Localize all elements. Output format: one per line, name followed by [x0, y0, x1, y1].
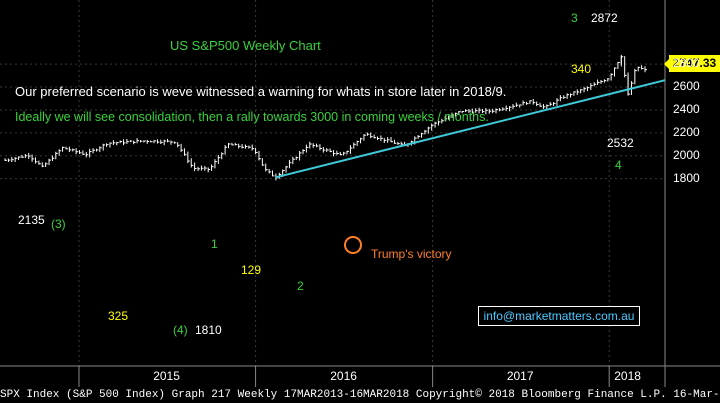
annotation-low-1810: 1810: [195, 323, 222, 337]
annotation-label-129: 129: [241, 263, 262, 277]
annotation-wave-3-paren: (3): [51, 217, 66, 231]
x-year-2017: 2017: [506, 369, 534, 383]
bloomberg-footer: SPX Index (S&P 500 Index) Graph 217 Week…: [0, 387, 720, 403]
annotation-low-2532: 2532: [607, 136, 634, 150]
annotation-wave-1: 1: [211, 237, 218, 251]
x-year-2018: 2018: [614, 369, 641, 383]
last-price-badge: 2747.33: [669, 55, 720, 72]
last-price-pointer: [664, 58, 670, 70]
x-year-2015: 2015: [153, 369, 180, 383]
contact-email[interactable]: info@marketmatters.com.au: [478, 306, 640, 326]
annotation-peak-2872: 2872: [591, 11, 618, 25]
annotation-wave-3: 3: [571, 11, 578, 25]
y-tick-2000: 2000: [673, 147, 700, 162]
trendline: [275, 79, 666, 179]
y-tick-1800: 1800: [673, 170, 700, 185]
annotation-label-340: 340: [571, 62, 592, 76]
y-tick-2200: 2200: [673, 124, 700, 139]
annotation-peak-2135: 2135: [18, 213, 45, 227]
chart-title: US S&P500 Weekly Chart: [170, 38, 321, 53]
scenario-note: Our preferred scenario is weve witnessed…: [15, 84, 507, 99]
annotation-wave-2: 2: [297, 279, 304, 293]
annotation-trump: Trump's victory: [371, 247, 452, 261]
y-tick-2800: 2800: [673, 56, 700, 71]
annotation-wave-4: 4: [615, 158, 622, 172]
x-year-2016: 2016: [330, 369, 357, 383]
consolidation-note: Ideally we will see consolidation, then …: [15, 110, 489, 124]
annotation-wave-4-paren: (4): [173, 323, 188, 337]
annotation-low-325: 325: [108, 309, 129, 323]
trump-victory-marker: [344, 236, 362, 254]
y-tick-2600: 2600: [673, 79, 700, 94]
y-tick-2400: 2400: [673, 101, 700, 116]
